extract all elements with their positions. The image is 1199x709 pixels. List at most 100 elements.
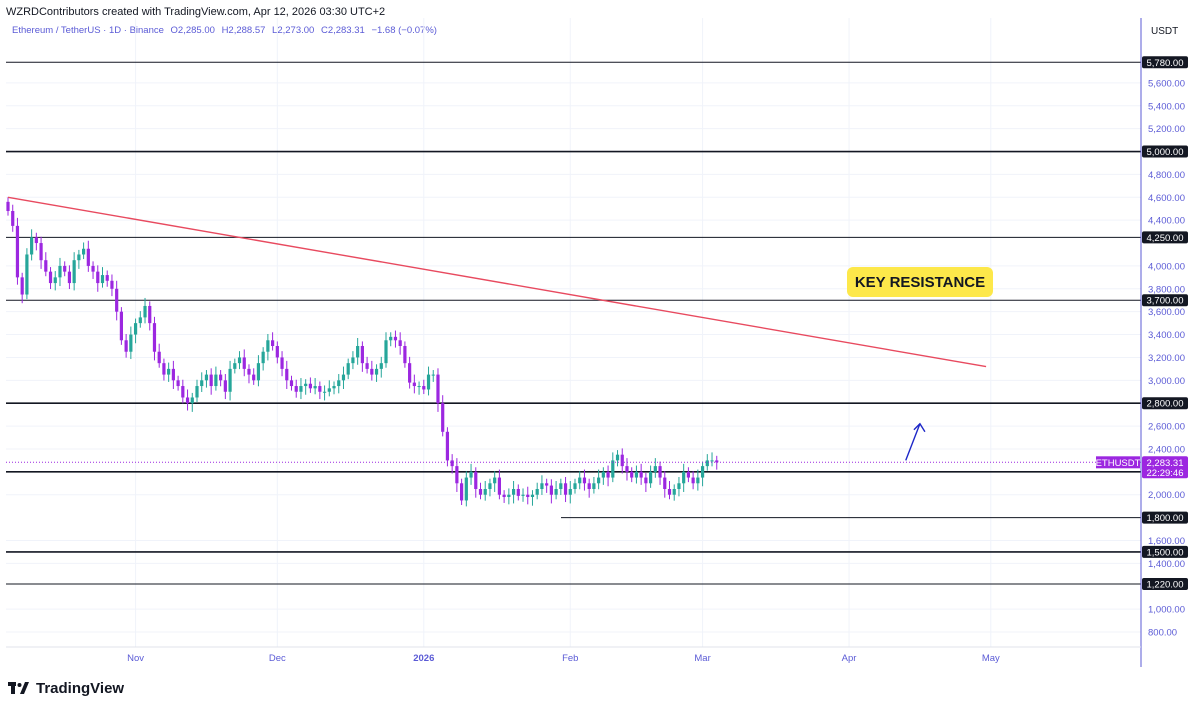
candle-body [540,483,544,489]
candle-body [615,454,620,461]
candle-body [294,386,298,392]
candle-body [157,351,161,364]
candle-body [280,357,284,369]
candle-body [242,357,246,369]
candle-body [133,323,138,335]
candle-body [82,248,86,255]
level-label-bg [1142,545,1188,558]
candle-body [190,397,194,404]
attribution-text: WZRDContributors created with TradingVie… [6,6,386,18]
candle-body [422,386,426,390]
candle-body [209,374,213,387]
candle-body [25,254,29,295]
candle-body [597,477,601,484]
candle-body [502,494,506,498]
candle-body [34,237,38,244]
candle-body [516,489,520,496]
candle-body [247,368,251,375]
candle-body [426,374,431,390]
x-tick-label: Feb [562,653,578,664]
y-tick-label: 800.00 [1148,628,1177,639]
candle-body [464,477,468,501]
candle-body [261,351,265,364]
candle-body [237,357,242,364]
candle-body [488,483,492,489]
candle-body [289,380,294,387]
grid [6,18,1141,647]
x-tick-label: Apr [842,653,857,664]
candle-body [455,466,459,484]
candle-body [63,265,67,272]
candle-body [256,363,261,381]
candle-body [77,254,81,261]
candle-body [700,466,705,478]
y-tick-label: 2,400.00 [1148,444,1185,455]
y-tick-label: 4,600.00 [1148,193,1185,204]
candle-body [554,489,558,495]
candle-body [715,460,719,463]
candle-body [6,201,10,212]
candle-body [318,386,322,392]
candle-body [389,336,393,341]
y-tick-label: 3,000.00 [1148,376,1185,387]
candle-body [441,403,445,432]
candle-body [233,363,237,369]
candle-body [705,460,709,467]
candle-body [535,489,539,495]
high-value: H2,288.57 [221,25,266,36]
candle-body [44,260,48,272]
symbol-name[interactable]: Ethereum / TetherUS · 1D · Binance [12,25,164,36]
candle-body [384,340,388,364]
candle-body [143,305,147,318]
y-tick-label: 4,800.00 [1148,170,1185,181]
level-label-bg [1142,145,1188,158]
y-tick-label: 5,600.00 [1148,78,1185,89]
candle-body [96,271,100,284]
candle-body [119,311,123,341]
key-resistance-bg [847,267,993,297]
candle-body [644,477,648,484]
candle-body [592,483,596,489]
time-axis[interactable]: Nov Dec 2026 Feb Mar Apr May [127,653,1000,664]
candle-body [162,363,166,375]
open-value: O2,285.00 [170,25,215,36]
candle-body [327,388,331,392]
price-axis[interactable]: 5,600.00 5,400.00 5,200.00 4,800.00 4,600.00… [1148,78,1185,638]
candle-body [58,265,62,278]
up-arrow-icon [905,423,921,461]
y-tick-label: 4,000.00 [1148,261,1185,272]
candle-body [611,460,615,478]
key-resistance-label: KEY RESISTANCE [855,274,985,291]
overlays: KEY RESISTANCE [6,196,1141,463]
currency-label[interactable]: USDT [1151,26,1179,37]
close-value: C2,283.31 [320,25,365,36]
candle-body [483,489,487,495]
y-tick-label: 3,800.00 [1148,284,1185,295]
x-tick-label: Dec [269,653,286,664]
candle-body [176,380,180,387]
candles [6,197,719,507]
candle-body [370,368,374,375]
arrow-head-icon [913,422,926,433]
candle-body [266,340,270,352]
candle-body [620,454,624,467]
candle-body [559,483,563,489]
candle-body [110,280,114,289]
tradingview-footer: TradingView [8,680,124,697]
candle-body [285,368,289,381]
candle-body [549,485,553,495]
symbol-tag-bg [1096,456,1140,469]
x-tick-label: Nov [127,653,144,664]
y-tick-label: 1,400.00 [1148,559,1185,570]
candle-body [167,368,171,375]
candle-body [91,265,95,272]
level-label: 2,800.00 [1147,399,1184,410]
candle-body [171,368,175,381]
trendline [7,196,987,368]
candle-body [436,374,440,404]
last-price-value: 2,283.31 [1147,458,1184,469]
candle-body [625,466,629,472]
candle-body [332,386,336,389]
candle-body [304,383,308,387]
